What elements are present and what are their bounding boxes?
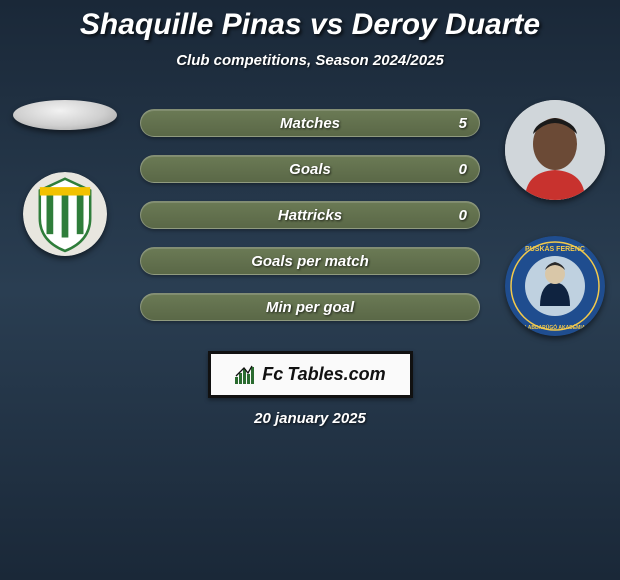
stat-row-matches: Matches 5	[140, 109, 480, 137]
stat-right-value: 5	[459, 115, 467, 132]
stat-row-hattricks: Hattricks 0	[140, 201, 480, 229]
left-player-placeholder	[13, 100, 117, 130]
fctables-watermark: FcTables.com	[208, 351, 413, 398]
stat-row-min-per-goal: Min per goal	[140, 293, 480, 321]
svg-text:LABDARÚGÓ AKADÉMIA: LABDARÚGÓ AKADÉMIA	[525, 323, 586, 331]
stat-label: Min per goal	[266, 299, 354, 316]
right-player-column: PUSKÁS FERENC LABDARÚGÓ AKADÉMIA	[490, 100, 620, 336]
brand-text-fc: Fc	[262, 364, 283, 385]
stat-label: Hattricks	[278, 207, 342, 224]
stats-list: Matches 5 Goals 0 Hattricks 0 Goals per …	[140, 109, 480, 321]
left-club-crest	[23, 172, 107, 256]
bar-chart-icon	[234, 365, 256, 385]
stat-row-goals: Goals 0	[140, 155, 480, 183]
stat-label: Goals	[289, 161, 331, 178]
svg-text:PUSKÁS FERENC: PUSKÁS FERENC	[525, 244, 585, 253]
stat-right-value: 0	[459, 161, 467, 178]
stat-right-value: 0	[459, 207, 467, 224]
right-player-photo	[505, 100, 605, 200]
right-club-crest: PUSKÁS FERENC LABDARÚGÓ AKADÉMIA	[505, 236, 605, 336]
left-player-column	[0, 100, 130, 256]
comparison-subtitle: Club competitions, Season 2024/2025	[0, 52, 620, 69]
comparison-title: Shaquille Pinas vs Deroy Duarte	[0, 0, 620, 42]
puskas-crest-icon: PUSKÁS FERENC LABDARÚGÓ AKADÉMIA	[505, 236, 605, 336]
stat-label: Goals per match	[251, 253, 369, 270]
hammarby-crest-icon	[23, 172, 107, 256]
stat-label: Matches	[280, 115, 340, 132]
comparison-date: 20 january 2025	[0, 410, 620, 427]
player-silhouette-icon	[505, 100, 605, 200]
brand-text-tables: Tables.com	[287, 364, 385, 385]
stat-row-goals-per-match: Goals per match	[140, 247, 480, 275]
